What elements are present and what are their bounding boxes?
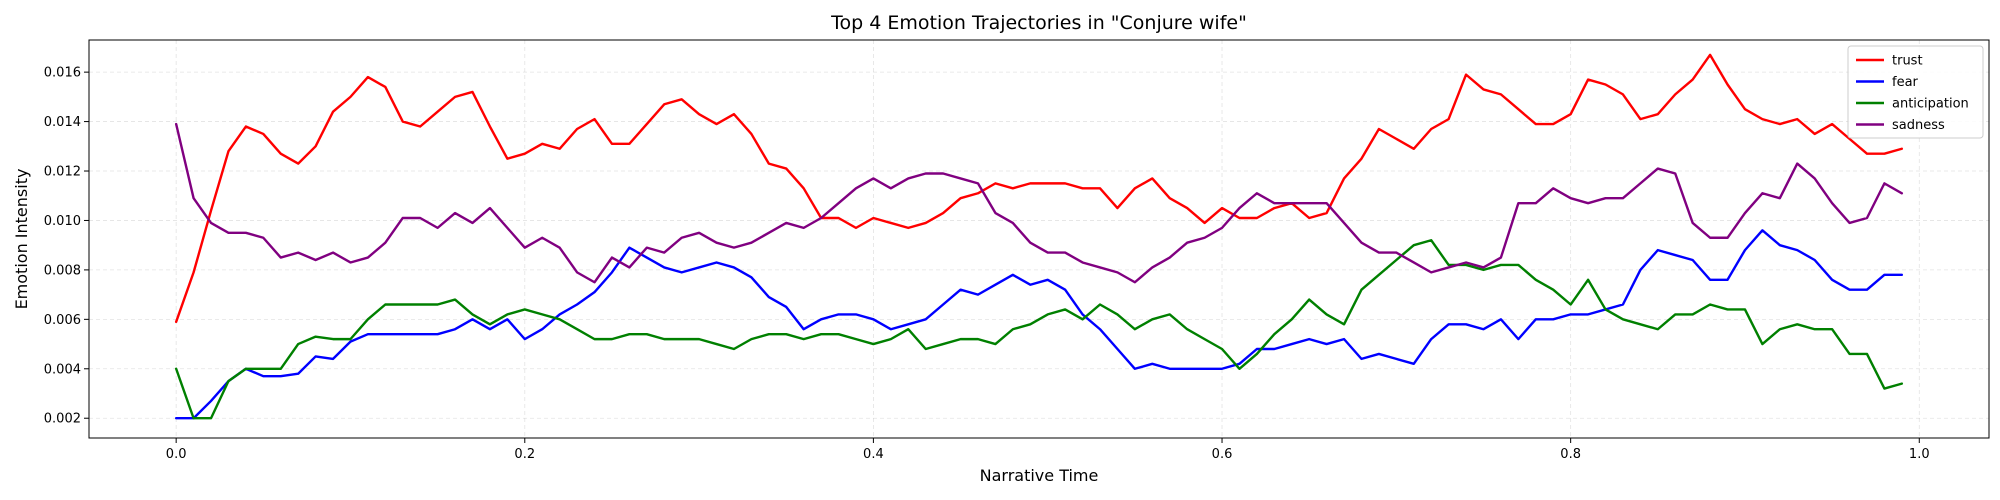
- legend-label-sadness: sadness: [1892, 118, 1945, 133]
- y-tick-label: 0.014: [44, 115, 81, 130]
- x-tick-label: 0.8: [1560, 447, 1581, 462]
- series-line-sadness: [174, 122, 1904, 284]
- y-tick-label: 0.008: [44, 263, 81, 278]
- legend-box: [1847, 45, 1984, 139]
- x-tick-label: 1.0: [1909, 447, 1930, 462]
- y-tick-label: 0.016: [44, 66, 81, 81]
- series-line-trust: [174, 53, 1904, 324]
- legend-label-anticipation: anticipation: [1892, 97, 1969, 112]
- legend: trust fear anticipation sadness: [1847, 45, 1984, 139]
- x-tick-label: 0.6: [1212, 447, 1233, 462]
- y-tick-label: 0.010: [44, 214, 81, 229]
- y-tick-label: 0.012: [44, 165, 81, 180]
- axis-ticks: 0.0 0.2 0.4 0.6 0.8 1.0 0.002 0.004 0.006 0.008 0.…: [44, 66, 1930, 462]
- legend-label-trust: trust: [1892, 54, 1923, 69]
- y-tick-label: 0.004: [44, 362, 81, 377]
- x-tick-label: 0.2: [514, 447, 535, 462]
- series-line-anticipation: [174, 239, 1904, 420]
- series-lines: [174, 53, 1904, 420]
- legend-label-fear: fear: [1892, 75, 1919, 90]
- x-axis-title: Narrative Time: [980, 466, 1099, 485]
- x-tick-label: 0.4: [863, 447, 884, 462]
- x-tick-label: 0.0: [166, 447, 187, 462]
- y-tick-label: 0.002: [44, 412, 81, 427]
- series-line-fear: [174, 229, 1904, 420]
- plot-area-frame: [88, 39, 1990, 439]
- y-axis-title: Emotion Intensity: [12, 169, 31, 310]
- chart-title: Top 4 Emotion Trajectories in "Conjure w…: [830, 12, 1247, 34]
- y-tick-label: 0.006: [44, 313, 81, 328]
